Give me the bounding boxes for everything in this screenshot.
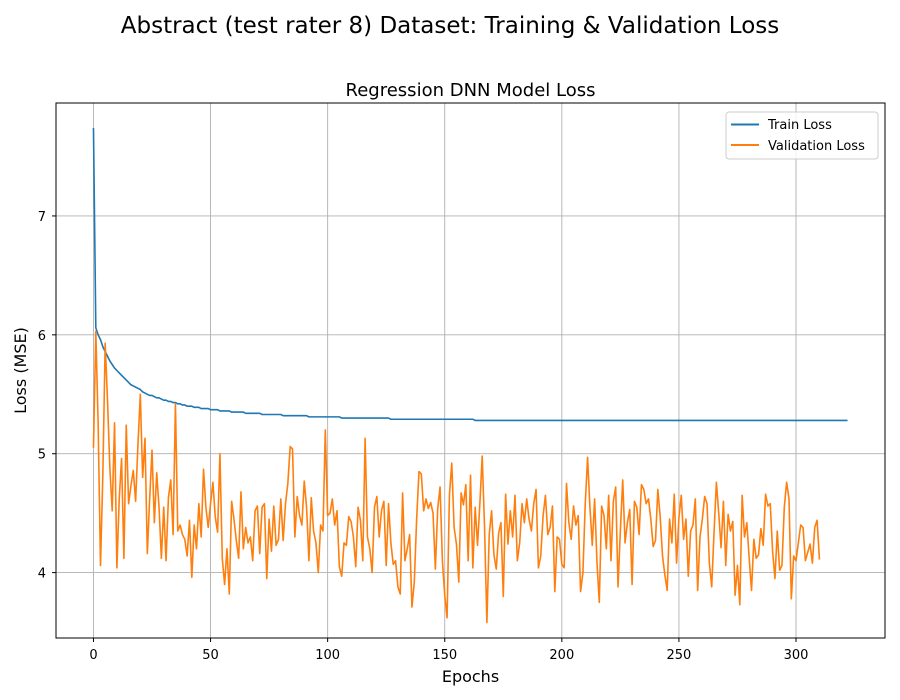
x-tick-label: 100 [315, 648, 340, 663]
grid [56, 103, 885, 638]
x-tick-label: 250 [667, 648, 692, 663]
x-tick-label: 0 [89, 648, 97, 663]
legend-box [725, 111, 879, 160]
x-axis-label: Epochs [442, 667, 499, 686]
y-tick-label: 5 [38, 448, 46, 463]
x-tick-label: 150 [432, 648, 457, 663]
legend: Train Loss Validation Loss [725, 111, 879, 160]
x-tick-label: 50 [202, 648, 219, 663]
x-tick-label: 200 [549, 648, 574, 663]
legend-label-validation-loss: Validation Loss [768, 139, 865, 154]
y-tick-label: 6 [38, 329, 46, 344]
legend-label-train-loss: Train Loss [767, 118, 832, 133]
y-axis-label: Loss (MSE) [11, 327, 30, 414]
chart-title: Regression DNN Model Loss [346, 80, 596, 101]
series-lines [92, 127, 848, 624]
series-line-train-loss [92, 127, 848, 422]
x-tick-label: 300 [784, 648, 809, 663]
figure-suptitle: Abstract (test rater 8) Dataset: Trainin… [121, 13, 780, 39]
series-line-validation-loss [92, 330, 821, 624]
plot-frame [55, 102, 886, 639]
y-tick-label: 4 [38, 567, 46, 582]
plot-area [56, 103, 885, 638]
y-tick-label: 7 [38, 210, 46, 225]
axis-ticks: 0 50 100 150 200 250 300 4 5 6 7 [38, 210, 809, 663]
